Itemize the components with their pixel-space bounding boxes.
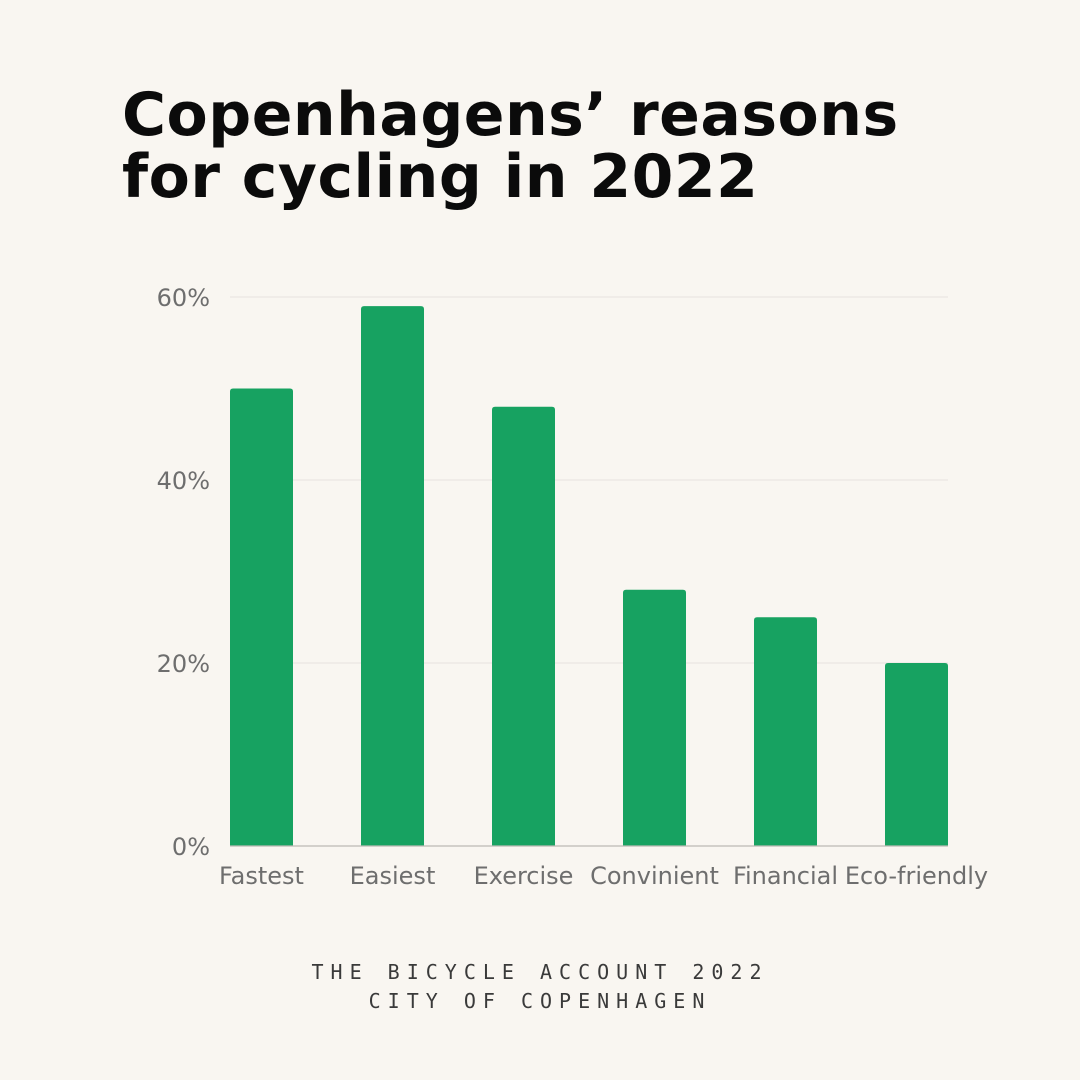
- x-tick-label: Fastest: [219, 862, 304, 890]
- source-footer: THE BICYCLE ACCOUNT 2022 CITY OF COPENHA…: [0, 958, 1080, 1016]
- y-tick-label: 0%: [172, 833, 210, 861]
- bar-financial: [754, 617, 817, 846]
- x-tick-label: Eco-friendly: [845, 862, 988, 890]
- bar-convinient: [623, 589, 686, 846]
- y-tick-label: 40%: [157, 467, 210, 495]
- x-tick-label: Financial: [733, 862, 838, 890]
- title-line-2: for cycling in 2022: [122, 142, 759, 212]
- bar-fastest: [230, 388, 293, 846]
- footer-line-1: THE BICYCLE ACCOUNT 2022: [311, 960, 769, 984]
- chart-title: Copenhagens’ reasons for cycling in 2022: [122, 84, 1022, 208]
- footer-line-2: CITY OF COPENHAGEN: [368, 989, 712, 1013]
- bar-exercise: [492, 406, 555, 846]
- y-tick-label: 20%: [157, 650, 210, 678]
- x-tick-label: Exercise: [474, 862, 574, 890]
- x-tick-label: Easiest: [350, 862, 436, 890]
- bar-eco-friendly: [885, 663, 948, 846]
- y-tick-label: 60%: [157, 284, 210, 312]
- bar-chart: 0% 20% 40% 60% Fastest Easiest Exercise Convini…: [157, 284, 988, 890]
- bar-easiest: [361, 306, 424, 846]
- x-tick-label: Convinient: [590, 862, 719, 890]
- title-line-1: Copenhagens’ reasons: [122, 80, 899, 150]
